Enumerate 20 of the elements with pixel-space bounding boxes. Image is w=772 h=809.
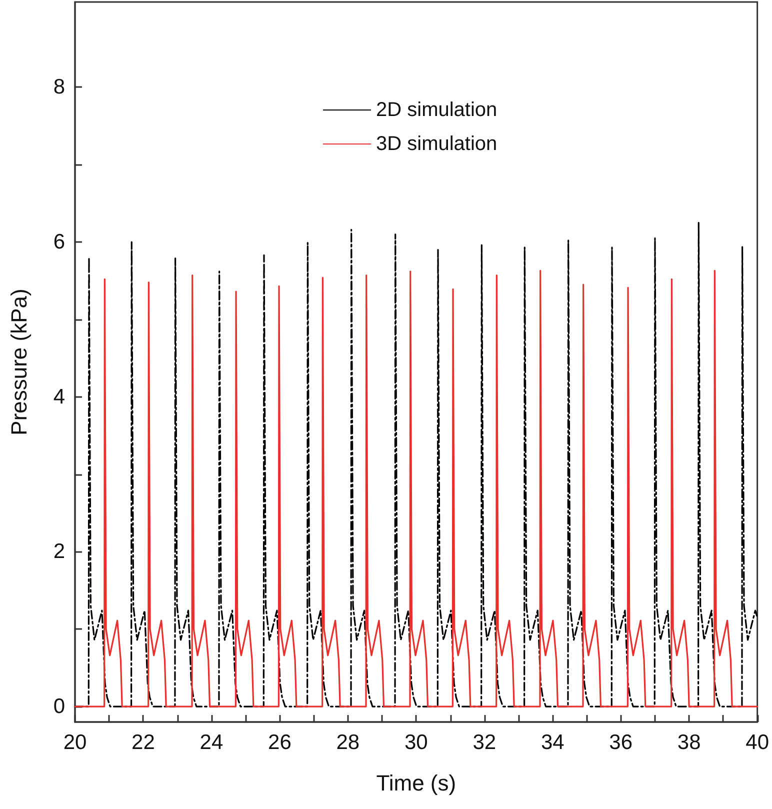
x-tick-label: 28 <box>336 731 360 754</box>
y-axis-title: Pressure (kPa) <box>6 288 32 436</box>
y-tick-label: 0 <box>53 695 65 718</box>
y-tick-label: 8 <box>53 76 65 99</box>
x-tick-label: 30 <box>404 731 428 754</box>
x-tick-label: 36 <box>609 731 633 754</box>
y-tick-label: 6 <box>53 230 65 254</box>
x-tick-label: 32 <box>472 731 496 754</box>
x-axis-title: Time (s) <box>376 770 456 796</box>
legend-label: 3D simulation <box>376 133 498 155</box>
legend-label: 2D simulation <box>376 99 498 121</box>
y-tick-label: 4 <box>53 385 66 408</box>
x-tick-label: 22 <box>132 731 155 754</box>
x-tick-label: 26 <box>268 731 292 754</box>
x-tick-label: 34 <box>540 731 565 754</box>
x-tick-label: 20 <box>63 731 87 754</box>
x-tick-label: 40 <box>746 731 769 754</box>
y-tick-label: 2 <box>53 540 65 564</box>
x-tick-label: 24 <box>200 731 224 754</box>
x-tick-label: 38 <box>677 731 701 754</box>
